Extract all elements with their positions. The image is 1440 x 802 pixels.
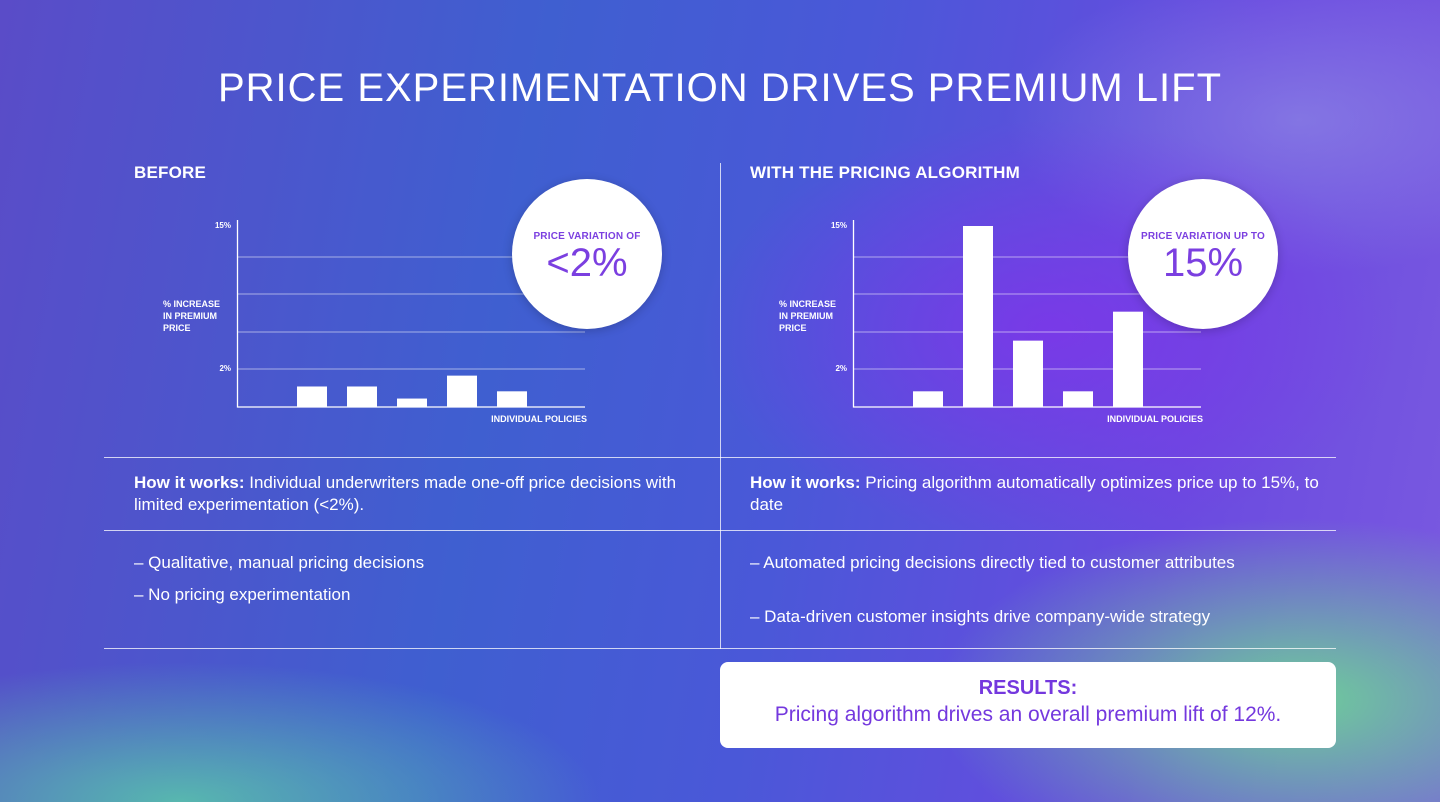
bar: [1113, 311, 1143, 407]
row-divider-2: [104, 530, 1336, 531]
results-title: RESULTS:: [978, 677, 1078, 699]
bar: [1063, 391, 1093, 407]
algorithm-bullet: – Automated pricing decisions directly t…: [750, 553, 1235, 572]
before-how-it-works: How it works: Individual underwriters ma…: [134, 472, 704, 516]
right-x-axis-label: INDIVIDUAL POLICIES: [1107, 414, 1203, 424]
how-text: Pricing algorithm automatically optimize…: [750, 473, 1319, 514]
left-tick-max: 15%: [214, 221, 231, 230]
before-heading: BEFORE: [134, 163, 207, 182]
right-y-axis-label: % INCREASE IN PREMIUM PRICE: [779, 298, 836, 334]
before-variation-badge: PRICE VARIATION OF <2%: [512, 179, 662, 329]
right-tick-max: 15%: [830, 221, 847, 230]
algorithm-how-it-works: How it works: Pricing algorithm automati…: [750, 472, 1320, 516]
left-y-axis-label: % INCREASE IN PREMIUM PRICE: [163, 298, 220, 334]
badge-label: PRICE VARIATION UP TO: [1140, 231, 1266, 242]
left-ylabel-line: % INCREASE: [163, 299, 221, 309]
row-divider-3: [104, 648, 1336, 649]
algorithm-bar-chart: [852, 220, 1201, 408]
how-label: How it works:: [750, 473, 861, 492]
before-bullet: – No pricing experimentation: [134, 585, 351, 604]
bar: [397, 398, 427, 407]
algorithm-bullet: – Data-driven customer insights drive co…: [750, 607, 1211, 626]
right-ylabel-line: % INCREASE: [779, 299, 837, 309]
left-ylabel-line: IN PREMIUM: [163, 311, 217, 321]
results-box: RESULTS: Pricing algorithm drives an ove…: [720, 662, 1336, 748]
left-ylabel-line: PRICE: [163, 323, 191, 333]
before-bar-chart: [236, 220, 585, 408]
bar: [913, 391, 943, 407]
badge-label: PRICE VARIATION OF: [533, 231, 641, 242]
results-text: Pricing algorithm drives an overall prem…: [774, 703, 1282, 726]
right-ylabel-line: IN PREMIUM: [779, 311, 833, 321]
row-divider-1: [104, 457, 1336, 458]
how-label: How it works:: [134, 473, 245, 492]
badge-value: 15%: [1162, 241, 1244, 285]
algorithm-variation-badge: PRICE VARIATION UP TO 15%: [1128, 179, 1278, 329]
bar: [347, 386, 377, 407]
bar: [447, 375, 477, 407]
left-tick-min: 2%: [219, 364, 231, 373]
badge-value: <2%: [546, 241, 628, 285]
algorithm-heading: WITH THE PRICING ALGORITHM: [750, 163, 1020, 182]
bar: [1013, 340, 1043, 407]
column-divider: [720, 163, 721, 649]
bar: [497, 391, 527, 407]
left-x-axis-label: INDIVIDUAL POLICIES: [491, 414, 587, 424]
how-text: Individual underwriters made one-off pri…: [134, 473, 677, 514]
page-title: PRICE EXPERIMENTATION DRIVES PREMIUM LIF…: [217, 66, 1223, 110]
bar: [297, 386, 327, 407]
before-bullet: – Qualitative, manual pricing decisions: [134, 553, 425, 572]
right-tick-min: 2%: [835, 364, 847, 373]
bar: [963, 226, 993, 407]
right-ylabel-line: PRICE: [779, 323, 807, 333]
